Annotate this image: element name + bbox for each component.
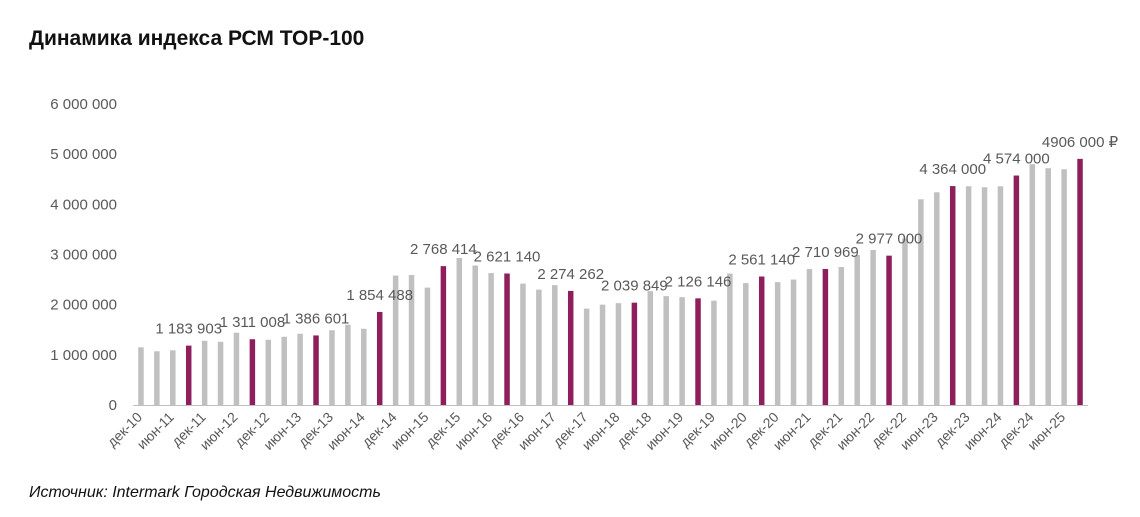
bar-highlight (695, 298, 701, 405)
bar (790, 279, 797, 405)
bar (599, 304, 606, 405)
bar (806, 269, 813, 405)
bar (711, 300, 717, 405)
bar (663, 296, 669, 405)
y-tick-label: 6 000 000 (50, 96, 117, 113)
bar (424, 287, 431, 405)
bar (281, 336, 287, 405)
bar (472, 265, 478, 405)
bar (997, 186, 1004, 405)
bar-highlight (631, 302, 638, 405)
data-label: 2 710 969 (792, 244, 859, 261)
bar (552, 285, 558, 405)
y-tick-label: 0 (109, 397, 117, 414)
bar (583, 308, 590, 405)
data-label: 2 126 146 (665, 273, 732, 290)
bar-highlight (886, 255, 892, 405)
y-tick-label: 5 000 000 (50, 146, 117, 163)
bar (361, 328, 367, 405)
bar (536, 289, 542, 405)
bar (774, 282, 781, 405)
bar (392, 275, 399, 405)
bar (854, 255, 860, 405)
x-axis: дек-10июн-11дек-11июн-12дек-12июн-13дек-… (104, 409, 1069, 453)
bar-highlight (185, 345, 192, 405)
bar-highlight (949, 186, 956, 405)
chart-title: Динамика индекса РСМ ТОР-100 (29, 27, 365, 50)
data-label: 2 768 414 (410, 241, 477, 258)
data-label: 1 854 488 (346, 287, 413, 304)
bar (488, 273, 494, 405)
bar (233, 332, 240, 405)
bar (265, 339, 272, 405)
bar (170, 350, 176, 405)
bar (297, 333, 303, 405)
bar-highlight (1077, 158, 1083, 405)
bars (138, 158, 1083, 405)
bar (329, 330, 335, 405)
y-tick-label: 1 000 000 (50, 347, 117, 364)
bar (918, 199, 924, 405)
bar (201, 340, 208, 405)
bar-highlight (440, 266, 447, 405)
bar-highlight (504, 273, 510, 405)
data-label: 4906 000 ₽ (1042, 134, 1119, 151)
data-label: 4 574 000 (983, 151, 1050, 168)
bar-highlight (1013, 175, 1020, 405)
data-label: 2 561 140 (728, 252, 795, 269)
bar (138, 347, 144, 405)
data-label: 4 364 000 (919, 161, 986, 178)
bar (520, 283, 526, 405)
data-label: 2 621 140 (474, 249, 541, 266)
source-note: Источник: Intermark Городская Недвижимос… (29, 484, 381, 501)
bar (743, 283, 749, 405)
y-tick-label: 4 000 000 (50, 196, 117, 213)
y-axis: 0 1 000 000 2 000 000 3 000 000 4 000 000 5 0… (50, 96, 117, 414)
bar-highlight (376, 311, 383, 405)
bar-highlight (758, 276, 765, 405)
bar (838, 267, 845, 405)
bar (1029, 164, 1036, 405)
bar (615, 303, 622, 405)
bar (902, 238, 908, 405)
bar (727, 273, 733, 405)
data-label: 2 039 849 (601, 278, 668, 295)
bar (965, 186, 972, 405)
data-label: 2 274 262 (537, 266, 604, 283)
bar (456, 258, 463, 405)
data-label: 2 977 000 (856, 231, 923, 248)
bar (870, 249, 876, 405)
bar (345, 324, 351, 405)
bar-highlight (313, 335, 319, 405)
bar (981, 187, 988, 405)
bar (1061, 169, 1067, 405)
y-tick-label: 2 000 000 (50, 297, 117, 314)
data-label: 1 386 601 (283, 310, 350, 327)
bar (154, 351, 160, 405)
bar-highlight (567, 290, 574, 405)
y-tick-label: 3 000 000 (50, 247, 117, 264)
bar-highlight (822, 269, 829, 405)
bar (647, 291, 654, 405)
bar (217, 341, 224, 405)
bar (408, 275, 415, 405)
data-label: 1 183 903 (155, 321, 222, 338)
bar (934, 192, 940, 405)
bar-highlight (249, 339, 256, 405)
bar (1045, 168, 1051, 405)
data-label: 1 311 008 (220, 314, 286, 331)
bar (679, 297, 685, 405)
